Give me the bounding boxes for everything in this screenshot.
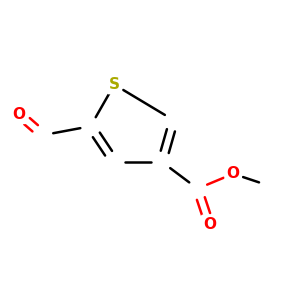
- Text: O: O: [203, 217, 216, 232]
- Text: S: S: [109, 77, 120, 92]
- Text: O: O: [13, 107, 26, 122]
- Text: O: O: [227, 166, 240, 181]
